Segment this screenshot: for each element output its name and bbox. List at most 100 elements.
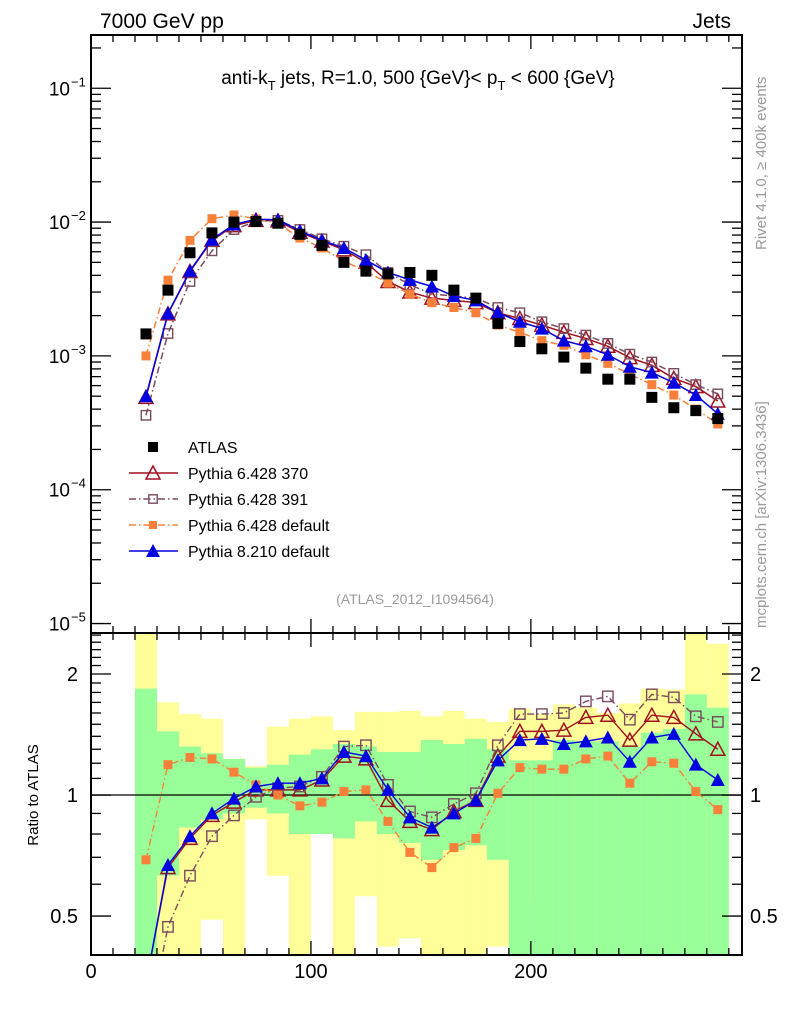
data-point [470,292,482,304]
ratio-point [625,778,635,788]
ratio-point [471,833,481,843]
series-line [145,214,719,425]
data-point [558,351,570,363]
legend-label: Pythia 6.428 391 [188,492,308,509]
ratio-point [665,708,683,725]
ratio-point [141,855,151,865]
data-point [600,347,615,361]
title-part-post: < 600 {GeV} [505,68,614,89]
ratio-point [623,713,636,726]
ratio-point [162,920,174,933]
data-point [449,302,459,312]
ratio-point [139,976,153,989]
header-right: Jets [692,10,731,33]
ratio-point [622,754,637,768]
ratio-point [163,760,173,770]
ratio-point [600,730,615,744]
ratio-point [314,771,329,785]
green-band-bin [134,688,157,955]
data-point [556,333,571,347]
data-point [558,323,570,334]
ratio-point [206,830,218,843]
ratio-plot-frame [90,632,743,956]
ratio-point [643,706,661,722]
ratio-point [402,810,417,824]
ratio-point [691,787,701,797]
ratio-point [248,779,263,793]
ratio-point [184,869,196,882]
data-point [578,339,593,353]
ratio-y-tick-label-right: 1 [750,785,761,807]
green-band-bin [618,746,641,955]
data-point [140,328,152,340]
ratio-point [513,708,526,720]
data-point [294,228,306,240]
ratio-point [379,791,397,808]
ratio-y-tick-label-left: 0.5 [50,906,78,928]
data-point [383,278,393,288]
data-point [336,241,351,255]
series-atlas [140,216,724,425]
data-point [512,314,527,328]
data-point [669,390,679,400]
ratio-point [380,782,395,796]
x-tick-label: 200 [514,961,547,983]
ratio-point [710,772,725,786]
data-point [404,266,416,278]
data-point [646,391,658,403]
ratio-point [468,793,483,807]
ratio-point [228,809,240,822]
series-pythia-6-428-391 [140,214,724,421]
y-tick-label: 10−3 [49,342,86,368]
ratio-point [559,764,569,774]
data-point [712,388,724,400]
ratio-point [689,710,702,723]
data-point [666,375,681,389]
green-band-bin [640,732,663,955]
data-point [207,214,217,224]
data-point [228,216,240,228]
main-plot-series [137,210,727,429]
ratio-point [713,805,723,815]
ratio-point [336,744,351,758]
ratio-point [515,763,525,773]
x-tick-label: 0 [85,961,96,983]
data-point [427,298,437,308]
data-point [141,351,151,361]
data-point [603,358,613,368]
ratio-point [556,736,571,750]
ratio-point [534,731,549,745]
ratio-point [644,730,659,744]
data-point [185,235,195,245]
legend-marker [146,544,160,557]
data-point [492,317,504,329]
x-tick-labels: 0 100 200 [85,961,547,983]
data-point [688,388,703,402]
series-pythia-8-210-default [138,212,725,420]
data-point [360,265,372,277]
ratio-point [139,976,153,989]
green-band-bin [310,749,333,834]
data-point [162,284,174,296]
green-band-bin [288,754,311,834]
ratio-line [161,693,718,955]
ratio-point [601,690,614,703]
ratio-point [291,781,309,797]
ratio-point [292,776,307,790]
ratio-point [273,790,283,800]
ratio-point [535,708,548,720]
title-sub-1: T [268,78,276,93]
legend-marker [149,521,157,529]
ratio-point [557,707,570,719]
ratio-point [295,801,305,811]
ratio-point [207,754,217,764]
ratio-point [667,691,680,704]
green-band-bin [486,749,509,860]
green-band-bin [420,740,443,860]
legend-label: Pythia 8.210 default [188,544,330,561]
ratio-y-axis-label: Ratio to ATLAS [25,744,42,845]
data-point [206,245,218,257]
ratio-point [645,688,658,701]
data-point [514,336,526,348]
